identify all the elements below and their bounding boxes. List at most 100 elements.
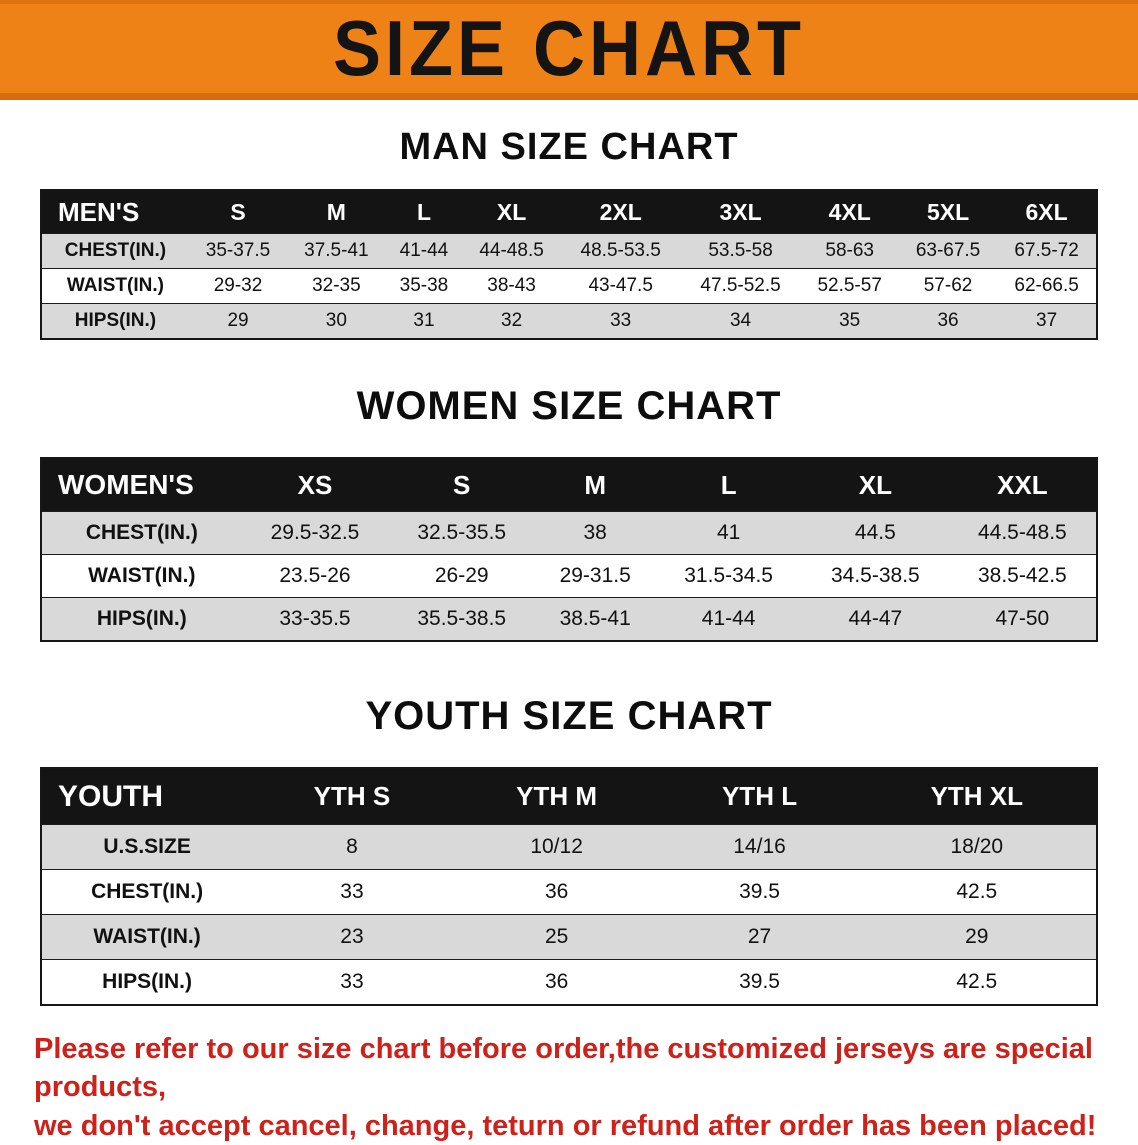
size-column-header: XXL — [948, 457, 1097, 512]
measurement-cell: 25 — [451, 914, 662, 960]
measurement-cell: 29 — [188, 303, 288, 340]
measurement-cell: 26-29 — [388, 554, 536, 598]
men-table: MEN'S S M L XL 2XL 3XL 4XL 5XL 6XL CHEST(IN.) 35-37… — [40, 189, 1098, 340]
footer-disclaimer-line-2: we don't accept cancel, change, teturn o… — [34, 1109, 1097, 1142]
measurement-cell: 32-35 — [287, 268, 386, 304]
size-column-header: M — [287, 189, 386, 234]
men-size-table: MEN'S S M L XL 2XL 3XL 4XL 5XL 6XL CHEST(IN.) 35-37… — [40, 189, 1098, 340]
measurement-cell: 44-48.5 — [462, 233, 561, 269]
youth-size-table: YOUTH YTH S YTH M YTH L YTH XL U.S.SIZE 8 10/12… — [40, 767, 1098, 1006]
women-table: WOMEN'S XS S M L XL XXL CHEST(IN.) 29.5-32.5 32.5… — [40, 457, 1098, 642]
size-column-header: 5XL — [898, 189, 998, 234]
men-section-heading: MAN SIZE CHART — [399, 126, 739, 168]
size-column-header: S — [188, 189, 288, 234]
table-category-header: MEN'S — [41, 189, 189, 234]
measurement-cell: 48.5-53.5 — [560, 233, 681, 269]
banner-title: SIZE CHART — [333, 5, 805, 92]
size-column-header: 2XL — [560, 189, 681, 234]
measurement-cell: 31.5-34.5 — [655, 554, 802, 598]
measurement-cell: 34 — [680, 303, 801, 340]
table-row: U.S.SIZE 8 10/12 14/16 18/20 — [41, 824, 1097, 870]
row-label: HIPS(IN.) — [41, 303, 189, 340]
measurement-cell: 42.5 — [857, 869, 1097, 915]
measurement-cell: 52.5-57 — [800, 268, 899, 304]
measurement-cell: 31 — [385, 303, 463, 340]
size-column-header: XL — [802, 457, 949, 512]
size-column-header: XS — [241, 457, 389, 512]
table-row: CHEST(IN.) 29.5-32.5 32.5-35.5 38 41 44.5 44.5… — [41, 511, 1097, 555]
measurement-cell: 37.5-41 — [287, 233, 386, 269]
youth-table: YOUTH YTH S YTH M YTH L YTH XL U.S.SIZE 8 10/12… — [40, 767, 1098, 1006]
measurement-cell: 23 — [252, 914, 452, 960]
measurement-cell: 44.5 — [802, 511, 949, 555]
size-column-header: YTH M — [451, 767, 662, 825]
measurement-cell: 57-62 — [898, 268, 998, 304]
measurement-cell: 39.5 — [661, 869, 858, 915]
measurement-cell: 35-37.5 — [188, 233, 288, 269]
women-section-heading: WOMEN SIZE CHART — [356, 384, 782, 428]
measurement-cell: 32.5-35.5 — [388, 511, 536, 555]
section-women-size-chart: WOMEN SIZE CHART WOMEN'S XS S M L XL XXL CHEST(… — [0, 384, 1138, 642]
measurement-cell: 36 — [898, 303, 998, 340]
row-label: CHEST(IN.) — [41, 869, 253, 915]
measurement-cell: 33 — [252, 959, 452, 1006]
measurement-cell: 58-63 — [800, 233, 899, 269]
measurement-cell: 29 — [857, 914, 1097, 960]
size-column-header: L — [385, 189, 463, 234]
measurement-cell: 10/12 — [451, 824, 662, 870]
measurement-cell: 33-35.5 — [241, 597, 389, 642]
measurement-cell: 36 — [451, 959, 662, 1006]
measurement-cell: 32 — [462, 303, 561, 340]
row-label: U.S.SIZE — [41, 824, 253, 870]
table-row: WAIST(IN.) 23.5-26 26-29 29-31.5 31.5-34.5 34… — [41, 554, 1097, 598]
row-label: CHEST(IN.) — [41, 233, 189, 269]
measurement-cell: 43-47.5 — [560, 268, 681, 304]
row-label: WAIST(IN.) — [41, 914, 253, 960]
measurement-cell: 29-32 — [188, 268, 288, 304]
youth-section-heading: YOUTH SIZE CHART — [365, 694, 773, 738]
measurement-cell: 39.5 — [661, 959, 858, 1006]
measurement-cell: 33 — [252, 869, 452, 915]
table-header-row: WOMEN'S XS S M L XL XXL — [41, 457, 1097, 512]
size-column-header: 6XL — [997, 189, 1097, 234]
measurement-cell: 38.5-41 — [535, 597, 656, 642]
measurement-cell: 35.5-38.5 — [388, 597, 536, 642]
women-size-table: WOMEN'S XS S M L XL XXL CHEST(IN.) 29.5-32.5 32.5… — [40, 457, 1098, 642]
measurement-cell: 38 — [535, 511, 656, 555]
row-label: HIPS(IN.) — [41, 959, 253, 1006]
measurement-cell: 47.5-52.5 — [680, 268, 801, 304]
measurement-cell: 67.5-72 — [997, 233, 1097, 269]
measurement-cell: 53.5-58 — [680, 233, 801, 269]
table-row: HIPS(IN.) 33 36 39.5 42.5 — [41, 959, 1097, 1006]
measurement-cell: 38-43 — [462, 268, 561, 304]
measurement-cell: 36 — [451, 869, 662, 915]
section-men-size-chart: MAN SIZE CHART MEN'S S M L XL 2XL 3XL 4XL 5XL 6XL… — [0, 126, 1138, 340]
table-row: WAIST(IN.) 29-32 32-35 35-38 38-43 43-47.5 47.… — [41, 268, 1097, 304]
table-header-row: MEN'S S M L XL 2XL 3XL 4XL 5XL 6XL — [41, 189, 1097, 234]
measurement-cell: 63-67.5 — [898, 233, 998, 269]
size-column-header: YTH L — [661, 767, 858, 825]
size-column-header: S — [388, 457, 536, 512]
size-column-header: XL — [462, 189, 561, 234]
size-column-header: L — [655, 457, 802, 512]
size-column-header: 3XL — [680, 189, 801, 234]
measurement-cell: 27 — [661, 914, 858, 960]
footer-disclaimer: Please refer to our size chart before or… — [34, 1030, 1112, 1145]
size-column-header: YTH XL — [857, 767, 1097, 825]
measurement-cell: 35-38 — [385, 268, 463, 304]
measurement-cell: 41 — [655, 511, 802, 555]
size-column-header: YTH S — [252, 767, 452, 825]
measurement-cell: 44-47 — [802, 597, 949, 642]
measurement-cell: 42.5 — [857, 959, 1097, 1006]
row-label: WAIST(IN.) — [41, 554, 242, 598]
measurement-cell: 8 — [252, 824, 452, 870]
measurement-cell: 47-50 — [948, 597, 1097, 642]
measurement-cell: 14/16 — [661, 824, 858, 870]
measurement-cell: 44.5-48.5 — [948, 511, 1097, 555]
row-label: CHEST(IN.) — [41, 511, 242, 555]
measurement-cell: 33 — [560, 303, 681, 340]
measurement-cell: 30 — [287, 303, 386, 340]
measurement-cell: 18/20 — [857, 824, 1097, 870]
table-row: WAIST(IN.) 23 25 27 29 — [41, 914, 1097, 960]
measurement-cell: 23.5-26 — [241, 554, 389, 598]
